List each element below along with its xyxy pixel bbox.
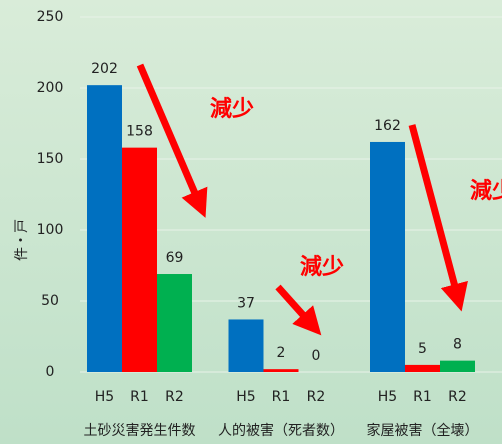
value-label: 5 [418,341,427,357]
x-tick-label: 人的被害（死者数） [218,423,344,439]
bar [87,85,122,372]
y-tick-label: 100 [37,222,64,238]
arrow [136,63,208,218]
x-sub-label: R1 [413,389,432,405]
x-sub-label: R1 [272,389,291,405]
y-tick-label: 250 [37,9,64,25]
y-tick-label: 50 [41,293,59,309]
bar [263,369,299,372]
value-label: 69 [166,250,184,266]
value-label: 162 [374,118,401,134]
x-sub-label: H5 [236,389,255,405]
value-label: 8 [453,337,462,353]
x-sub-label: R1 [130,389,149,405]
arrow [275,284,322,336]
annotation: 減少 [300,255,344,280]
value-label: 37 [237,295,255,311]
arrow [408,124,468,312]
x-sub-label: H5 [95,389,114,405]
y-tick-label: 200 [37,80,64,96]
bar [440,360,475,372]
value-label: 2 [277,345,286,361]
y-tick-label: 150 [37,151,64,167]
annotation: 減少 [210,97,254,122]
bar [405,364,440,372]
bar [122,147,157,372]
annotation: 減少 [470,179,502,204]
value-label: 158 [126,124,153,140]
x-sub-label: H5 [378,389,397,405]
bar [157,274,192,372]
y-axis-label: 件・戸 [14,219,30,261]
value-label: 0 [312,348,321,364]
x-sub-label: R2 [307,389,326,405]
x-sub-label: R2 [165,389,184,405]
bar [370,141,405,372]
value-label: 202 [91,61,118,77]
x-sub-label: R2 [448,389,467,405]
y-tick-label: 0 [46,364,55,380]
x-tick-label: 土砂災害発生件数 [84,423,196,439]
bar [228,319,264,372]
x-tick-label: 家屋被害（全壊） [367,422,479,439]
